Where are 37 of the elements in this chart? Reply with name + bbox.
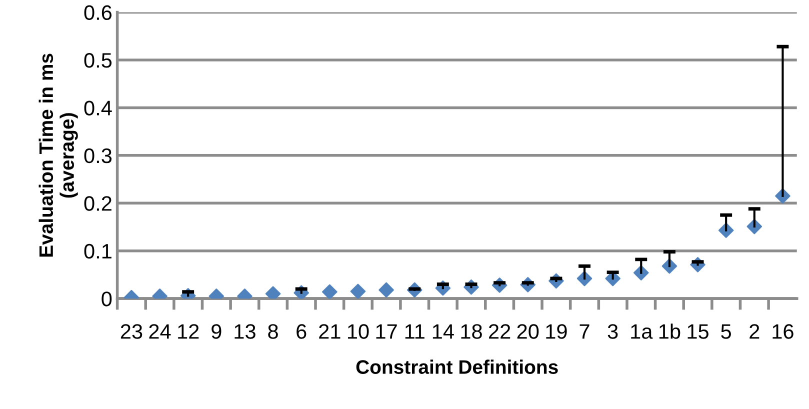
x-tick-label: 7	[580, 324, 590, 339]
x-tick-label: 17	[376, 324, 397, 339]
x-tick-label: 18	[461, 324, 482, 339]
x-tick-label: 16	[772, 324, 794, 339]
x-tick-label: 1b	[659, 324, 680, 339]
x-tick-label: 15	[688, 324, 708, 339]
x-tick-label: 1a	[631, 324, 653, 339]
x-tick-label: 3	[608, 324, 618, 339]
point	[265, 286, 281, 299]
x-tick-label: 22	[489, 324, 510, 339]
y-tick-label: 0	[102, 292, 112, 306]
x-tick-label: 8	[268, 324, 278, 339]
y-tick-label: 0.5	[84, 52, 112, 68]
x-tick-label: 13	[234, 324, 256, 339]
x-tick-label: 11	[405, 324, 424, 339]
x-tick-label: 24	[149, 324, 171, 339]
x-axis-title: Constraint Definitions	[356, 360, 558, 374]
x-tick-label: 19	[546, 324, 567, 339]
x-tick-label: 6	[296, 324, 306, 339]
x-tick-label: 12	[178, 324, 199, 339]
x-tick-label: 20	[517, 324, 539, 339]
y-tick-label: 0.3	[84, 148, 112, 164]
y-tick-label: 0.2	[84, 196, 112, 211]
x-tick-label: 21	[319, 324, 340, 339]
point	[350, 284, 366, 299]
x-tick-label: 5	[721, 324, 731, 339]
y-tick-label: 0.1	[84, 244, 112, 259]
x-tick-label: 2	[750, 324, 760, 339]
point	[322, 284, 338, 299]
x-tick-label: 10	[348, 324, 369, 339]
x-tick-label: 23	[120, 324, 142, 339]
y-axis-title: Evaluation Time in ms (average)	[38, 54, 78, 257]
y-tick-label: 0.6	[84, 5, 112, 20]
x-tick-label: 14	[432, 324, 454, 339]
y-tick-label: 0.4	[84, 100, 112, 116]
point	[378, 282, 394, 298]
x-tick-label: 9	[212, 324, 222, 339]
